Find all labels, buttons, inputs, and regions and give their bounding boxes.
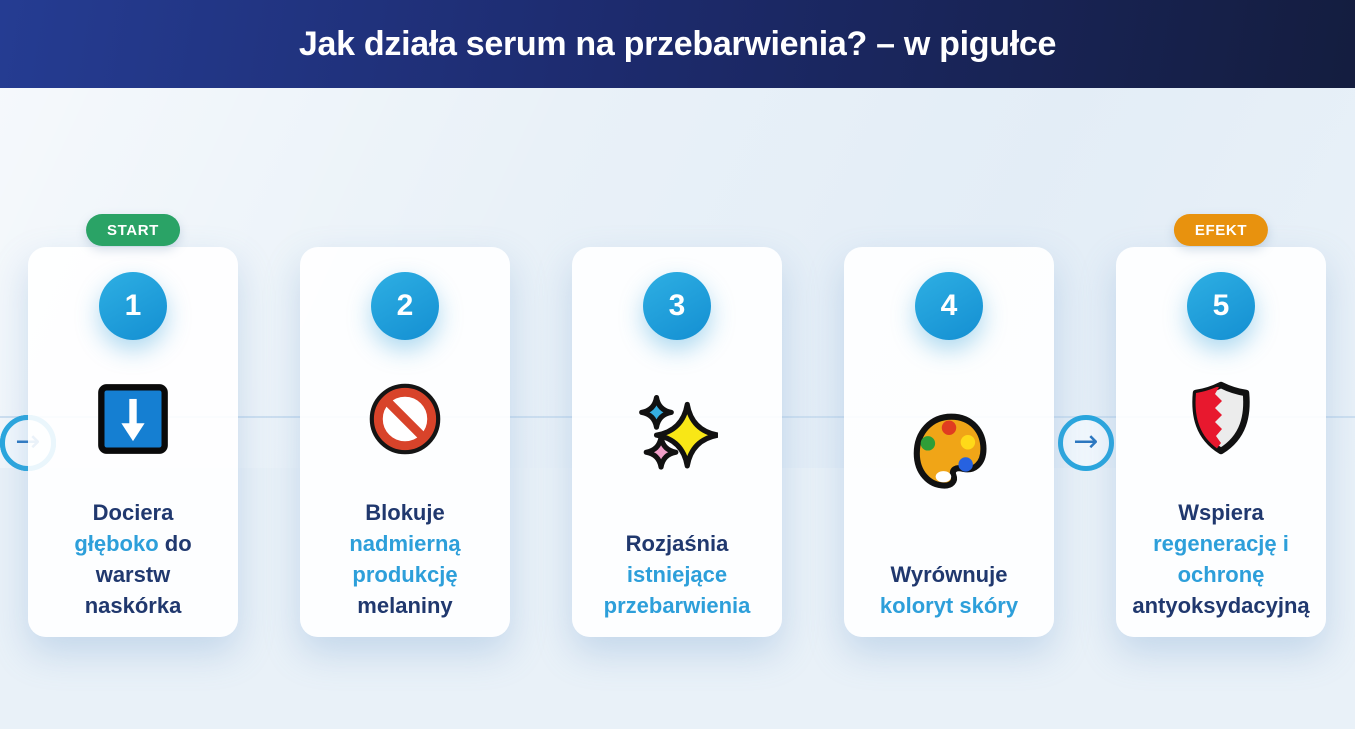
step-number-circle: 3 [643,272,711,340]
text-line: produkcję [349,559,460,590]
text-line: przebarwienia [604,590,751,621]
step-icon-area [572,340,782,528]
step: 4 Wyrównuje koloryt skóry [844,247,1054,637]
step-card: 1 Dociera głęboko do warstw naskórka [28,247,238,637]
text-line: głęboko do [74,528,191,559]
highlighted-text: regenerację i [1153,531,1289,556]
sparkles-icon [636,393,718,475]
text: antyoksydacyjną [1132,593,1310,618]
highlighted-text: ochronę [1177,562,1265,587]
down-arrow-icon [95,381,171,457]
step-card: 2 Blokuje nadmierną produkcję melaniny [300,247,510,637]
step-number-circle: 2 [371,272,439,340]
no-entry-icon [365,379,445,459]
step-number-circle: 5 [1187,272,1255,340]
step: EFEKT 5 Wspiera regenerację i ochronę antyo… [1116,214,1326,637]
step-card: 5 Wspiera regenerację i ochronę antyoksydac… [1116,247,1326,637]
step-description: Wspiera regenerację i ochronę antyoksydacyj… [1132,497,1309,621]
text-line: antyoksydacyjną [1132,590,1309,621]
highlighted-text: nadmierną [349,531,461,556]
step-icon-area [300,340,510,497]
step: 3 Rozjaśnia istniejące przebarwienia [572,247,782,637]
text-line: warstw [74,559,191,590]
text: warstw [95,562,171,587]
step-number-circle: 1 [99,272,167,340]
text-line: Wyrównuje [880,559,1018,590]
highlighted-text: istniejące [626,562,728,587]
step-number: 3 [668,289,686,322]
text: melaniny [357,593,453,618]
step-icon-area [1116,340,1326,497]
step-number: 1 [124,289,142,322]
step-icon-area [844,340,1054,559]
text-line: naskórka [74,590,191,621]
text: do [158,531,192,556]
text-line: istniejące [604,559,751,590]
step-badge: EFEKT [1173,214,1269,246]
step-description: Blokuje nadmierną produkcję melaniny [349,497,460,621]
header-banner: Jak działa serum na przebarwienia? – w p… [0,0,1355,88]
step-card: 4 Wyrównuje koloryt skóry [844,247,1054,637]
step-description: Dociera głęboko do warstw naskórka [74,497,191,621]
text: Dociera [92,500,174,525]
text-line: Dociera [74,497,191,528]
text: Wspiera [1178,500,1264,525]
step-description: Wyrównuje koloryt skóry [880,559,1018,621]
highlighted-text: koloryt skóry [879,593,1019,618]
highlighted-text: przebarwienia [603,593,751,618]
palette-icon [909,410,989,490]
text: naskórka [84,593,182,618]
shield-icon [1185,379,1257,459]
step-card: 3 Rozjaśnia istniejące przebarwienia [572,247,782,637]
text-line: regenerację i [1132,528,1309,559]
step: START 1 Dociera głęboko do warstw naskórka [28,214,238,637]
step-icon-area [28,340,238,497]
step-number: 5 [1212,289,1230,322]
highlighted-text: głęboko [74,531,159,556]
step: 2 Blokuje nadmierną produkcję melaniny [300,247,510,637]
text: Blokuje [365,500,445,525]
text-line: koloryt skóry [880,590,1018,621]
text: Wyrównuje [890,562,1008,587]
step-number-circle: 4 [915,272,983,340]
text: Rozjaśnia [625,531,729,556]
text-line: Blokuje [349,497,460,528]
step-description: Rozjaśnia istniejące przebarwienia [604,528,751,621]
steps-row: START 1 Dociera głęboko do warstw naskórka … [28,214,1326,637]
step-number: 2 [396,289,414,322]
text-line: melaniny [349,590,460,621]
page-title: Jak działa serum na przebarwienia? – w p… [298,24,1057,63]
step-badge: START [86,214,180,246]
step-number: 4 [940,289,958,322]
text-line: nadmierną [349,528,460,559]
text-line: ochronę [1132,559,1309,590]
text-line: Wspiera [1132,497,1309,528]
highlighted-text: produkcję [352,562,458,587]
text-line: Rozjaśnia [604,528,751,559]
